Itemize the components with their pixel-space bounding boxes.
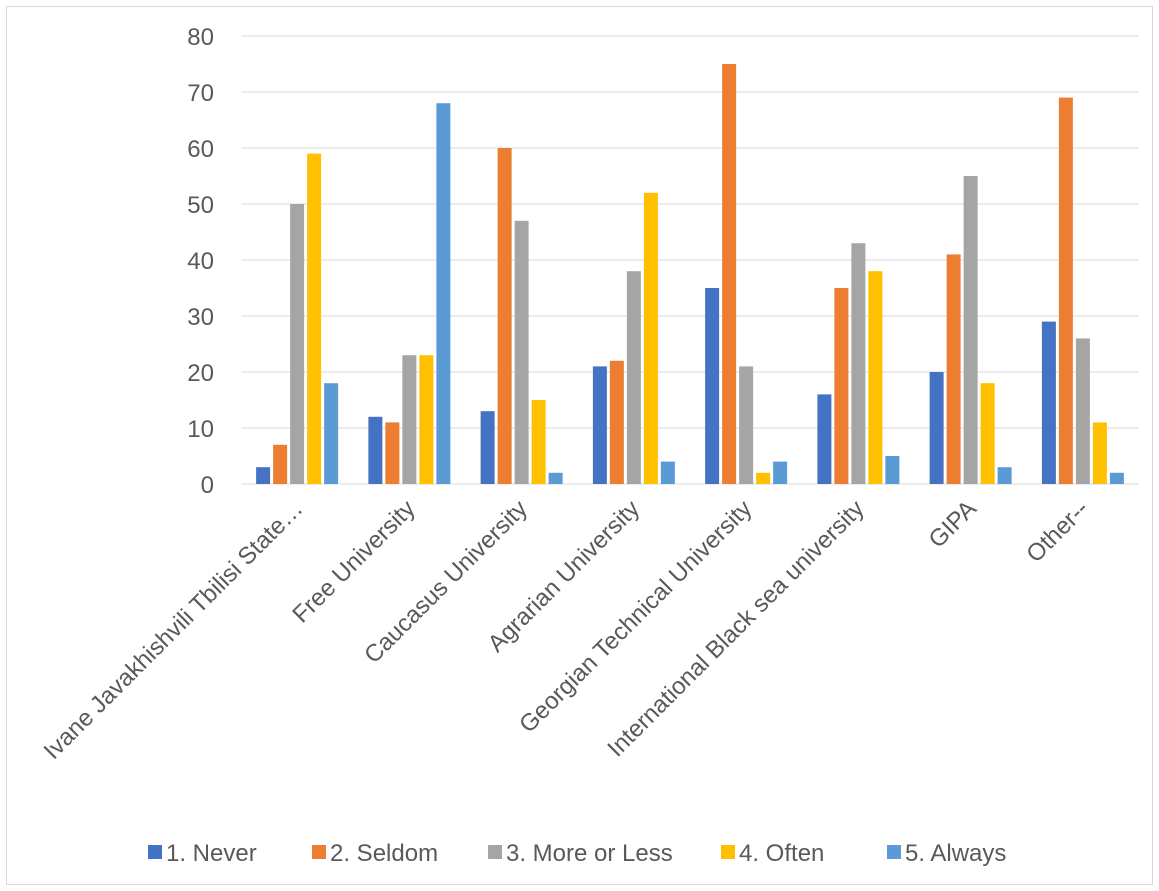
legend-label: 2. Seldom: [330, 840, 438, 867]
legend-label: 1. Never: [166, 840, 257, 867]
x-tick-label: GIPA: [923, 495, 981, 553]
legend-label: 4. Often: [739, 840, 824, 867]
x-tick-label: Georgian Technical University: [514, 495, 757, 738]
bar: [307, 154, 321, 484]
bar: [627, 271, 641, 484]
bar: [868, 271, 882, 484]
bar: [722, 64, 736, 484]
legend-swatch: [887, 845, 901, 859]
legend-label: 5. Always: [905, 840, 1006, 867]
bar: [756, 473, 770, 484]
bar: [593, 366, 607, 484]
y-tick-label: 80: [187, 24, 214, 51]
bar: [1076, 338, 1090, 484]
y-tick-label: 10: [187, 416, 214, 443]
x-tick-label: Other--: [1021, 495, 1094, 568]
bar: [705, 288, 719, 484]
bar: [981, 383, 995, 484]
bar: [368, 417, 382, 484]
bar: [436, 103, 450, 484]
legend-swatch: [148, 845, 162, 859]
bar: [1042, 322, 1056, 484]
bar: [817, 394, 831, 484]
y-tick-label: 20: [187, 360, 214, 387]
bar: [661, 462, 675, 484]
legend-swatch: [312, 845, 326, 859]
y-axis: 0 10 20 30 40 50 60 70 80: [187, 24, 214, 499]
bar: [481, 411, 495, 484]
x-axis: Ivane Javakhishvili Tbilisi State…Free U…: [39, 495, 1094, 765]
bar: [256, 467, 270, 484]
bar: [885, 456, 899, 484]
bar: [1059, 98, 1073, 484]
y-tick-label: 0: [201, 472, 214, 499]
bar: [998, 467, 1012, 484]
y-tick-label: 60: [187, 136, 214, 163]
bar: [385, 422, 399, 484]
bar: [515, 221, 529, 484]
bar: [964, 176, 978, 484]
legend-swatch: [721, 845, 735, 859]
x-tick-label: Ivane Javakhishvili Tbilisi State…: [39, 495, 309, 765]
y-tick-label: 70: [187, 80, 214, 107]
bar: [851, 243, 865, 484]
bar: [739, 366, 753, 484]
bar: [644, 193, 658, 484]
bar: [402, 355, 416, 484]
bar: [290, 204, 304, 484]
legend: 1. Never 2. Seldom 3. More or Less 4. Often…: [148, 840, 1006, 867]
bar: [610, 361, 624, 484]
bar: [498, 148, 512, 484]
bar: [419, 355, 433, 484]
bar: [773, 462, 787, 484]
y-tick-label: 50: [187, 192, 214, 219]
legend-label: 3. More or Less: [506, 840, 673, 867]
bar: [273, 445, 287, 484]
bars: [256, 64, 1124, 484]
y-tick-label: 30: [187, 304, 214, 331]
bar: [549, 473, 563, 484]
bar: [324, 383, 338, 484]
bar: [1110, 473, 1124, 484]
bar: [834, 288, 848, 484]
bar: [1093, 422, 1107, 484]
bar: [947, 254, 961, 484]
bar: [930, 372, 944, 484]
bar: [532, 400, 546, 484]
y-tick-label: 40: [187, 248, 214, 275]
legend-swatch: [488, 845, 502, 859]
